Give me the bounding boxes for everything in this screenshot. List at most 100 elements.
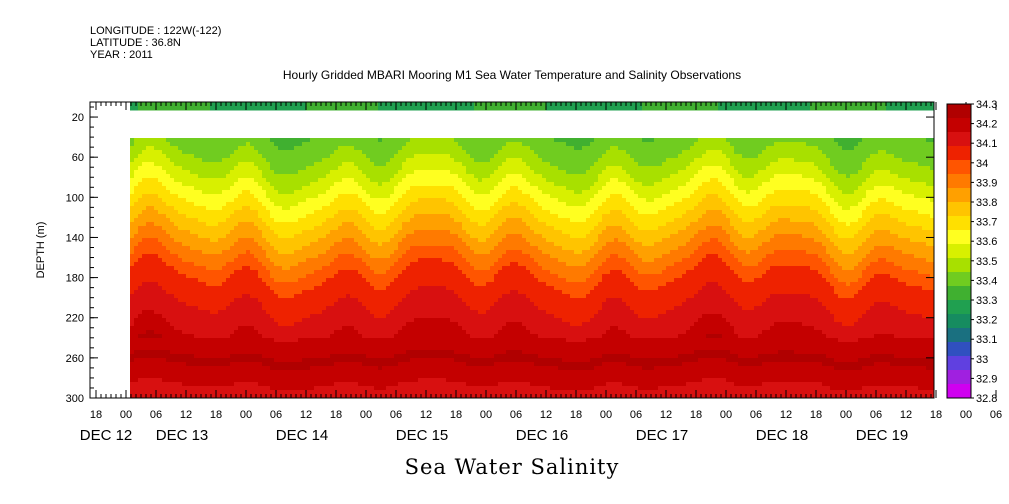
- heatmap-cell: [414, 346, 419, 351]
- heatmap-cell: [262, 186, 267, 191]
- heatmap-cell: [178, 138, 183, 143]
- heatmap-cell: [314, 270, 319, 275]
- heatmap-cell: [310, 342, 315, 347]
- heatmap-cell: [254, 386, 259, 391]
- heatmap-cell: [234, 334, 239, 339]
- heatmap-cell: [342, 310, 347, 315]
- heatmap-cell: [162, 242, 167, 247]
- heatmap-cell: [330, 178, 335, 183]
- heatmap-cell: [414, 354, 419, 359]
- heatmap-cell: [366, 354, 371, 359]
- heatmap-cell: [198, 106, 203, 111]
- heatmap-cell: [410, 158, 415, 163]
- heatmap-cell: [150, 206, 155, 211]
- heatmap-cell: [286, 310, 291, 315]
- heatmap-cell: [262, 178, 267, 183]
- heatmap-cell: [146, 346, 151, 351]
- heatmap-cell: [318, 298, 323, 303]
- heatmap-cell: [298, 330, 303, 335]
- heatmap-cell: [362, 314, 367, 319]
- heatmap-cell: [234, 242, 239, 247]
- heatmap-cell: [374, 162, 379, 167]
- heatmap-cell: [186, 306, 191, 311]
- heatmap-cell: [354, 198, 359, 203]
- heatmap-cell: [354, 382, 359, 387]
- heatmap-cell: [350, 142, 355, 147]
- heatmap-cell: [270, 246, 275, 251]
- heatmap-cell: [130, 258, 135, 263]
- heatmap-cell: [406, 254, 411, 259]
- heatmap-cell: [426, 226, 431, 231]
- heatmap-cell: [206, 294, 211, 299]
- heatmap-cell: [210, 354, 215, 359]
- heatmap-cell: [230, 374, 235, 379]
- heatmap-cell: [374, 362, 379, 367]
- heatmap-cell: [298, 306, 303, 311]
- heatmap-cell: [318, 382, 323, 387]
- heatmap-cell: [318, 182, 323, 187]
- heatmap-cell: [222, 182, 227, 187]
- heatmap-cell: [410, 306, 415, 311]
- heatmap-cell: [234, 138, 239, 143]
- heatmap-cell: [334, 358, 339, 363]
- heatmap-cell: [242, 242, 247, 247]
- heatmap-cell: [258, 378, 263, 383]
- heatmap-cell: [282, 150, 287, 155]
- heatmap-cell: [370, 270, 375, 275]
- heatmap-cell: [134, 186, 139, 191]
- heatmap-cell: [242, 358, 247, 363]
- heatmap-cell: [158, 298, 163, 303]
- heatmap-cell: [206, 166, 211, 171]
- heatmap-cell: [354, 378, 359, 383]
- heatmap-cell: [158, 394, 163, 399]
- heatmap-cell: [130, 218, 135, 223]
- heatmap-cell: [394, 274, 399, 279]
- heatmap-cell: [226, 254, 231, 259]
- heatmap-cell: [402, 234, 407, 239]
- heatmap-cell: [182, 198, 187, 203]
- heatmap-cell: [202, 162, 207, 167]
- heatmap-cell: [178, 262, 183, 267]
- heatmap-cell: [358, 282, 363, 287]
- heatmap-cell: [374, 386, 379, 391]
- heatmap-cell: [166, 142, 171, 147]
- heatmap-cell: [366, 234, 371, 239]
- heatmap-cell: [338, 174, 343, 179]
- heatmap-cell: [250, 278, 255, 283]
- heatmap-cell: [178, 154, 183, 159]
- heatmap-cell: [262, 250, 267, 255]
- heatmap-cell: [270, 186, 275, 191]
- heatmap-cell: [246, 210, 251, 215]
- heatmap-cell: [370, 318, 375, 323]
- heatmap-cell: [290, 330, 295, 335]
- heatmap-cell: [330, 282, 335, 287]
- heatmap-cell: [262, 378, 267, 383]
- heatmap-cell: [326, 174, 331, 179]
- heatmap-cell: [158, 318, 163, 323]
- heatmap-cell: [294, 142, 299, 147]
- heatmap-cell: [262, 102, 267, 107]
- heatmap-cell: [374, 138, 379, 143]
- heatmap-cell: [306, 370, 311, 375]
- heatmap-cell: [262, 230, 267, 235]
- heatmap-cell: [250, 318, 255, 323]
- heatmap-cell: [386, 202, 391, 207]
- heatmap-cell: [306, 306, 311, 311]
- heatmap-cell: [154, 314, 159, 319]
- heatmap-cell: [246, 234, 251, 239]
- heatmap-cell: [358, 378, 363, 383]
- heatmap-cell: [362, 350, 367, 355]
- heatmap-cell: [346, 146, 351, 151]
- heatmap-cell: [342, 106, 347, 111]
- heatmap-cell: [206, 334, 211, 339]
- heatmap-cell: [174, 262, 179, 267]
- heatmap-cell: [206, 222, 211, 227]
- heatmap-cell: [286, 298, 291, 303]
- heatmap-cell: [230, 322, 235, 327]
- heatmap-cell: [214, 246, 219, 251]
- heatmap-cell: [278, 258, 283, 263]
- heatmap-cell: [182, 162, 187, 167]
- heatmap-cell: [198, 182, 203, 187]
- heatmap-cell: [166, 298, 171, 303]
- heatmap-cell: [166, 242, 171, 247]
